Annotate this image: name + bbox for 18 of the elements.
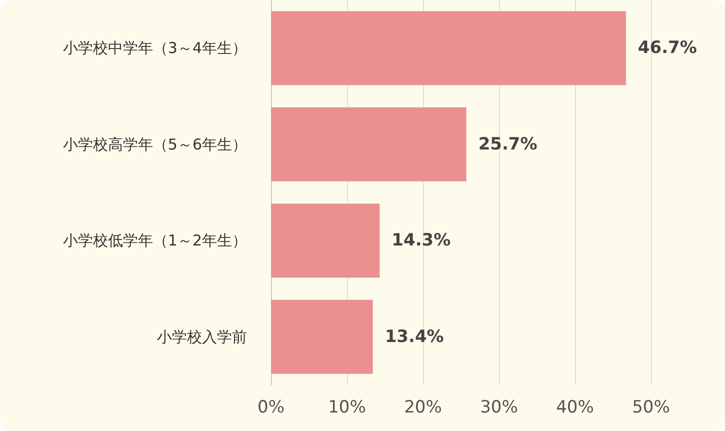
bar [271,11,626,86]
data-label: 25.7% [478,134,538,154]
data-label: 14.3% [392,230,451,251]
x-tick-label: 20% [404,398,442,418]
bar [271,300,373,374]
x-tick-label: 0% [258,398,284,418]
data-label: 46.7% [638,38,697,58]
x-tick-label: 10% [328,398,366,418]
bar [271,107,466,182]
y-tick-label: 小学校中学年（3～4年生） [62,39,247,58]
x-tick-label: 30% [480,398,518,418]
x-tick-label: 50% [632,398,670,418]
x-tick-label: 40% [556,398,594,418]
y-tick-label: 小学校高学年（5～6年生） [62,135,247,154]
y-tick-label: 小学校低学年（1～2年生） [62,232,247,250]
bar [271,204,380,278]
y-tick-label: 小学校入学前 [157,328,247,346]
data-label: 13.4% [384,326,444,347]
